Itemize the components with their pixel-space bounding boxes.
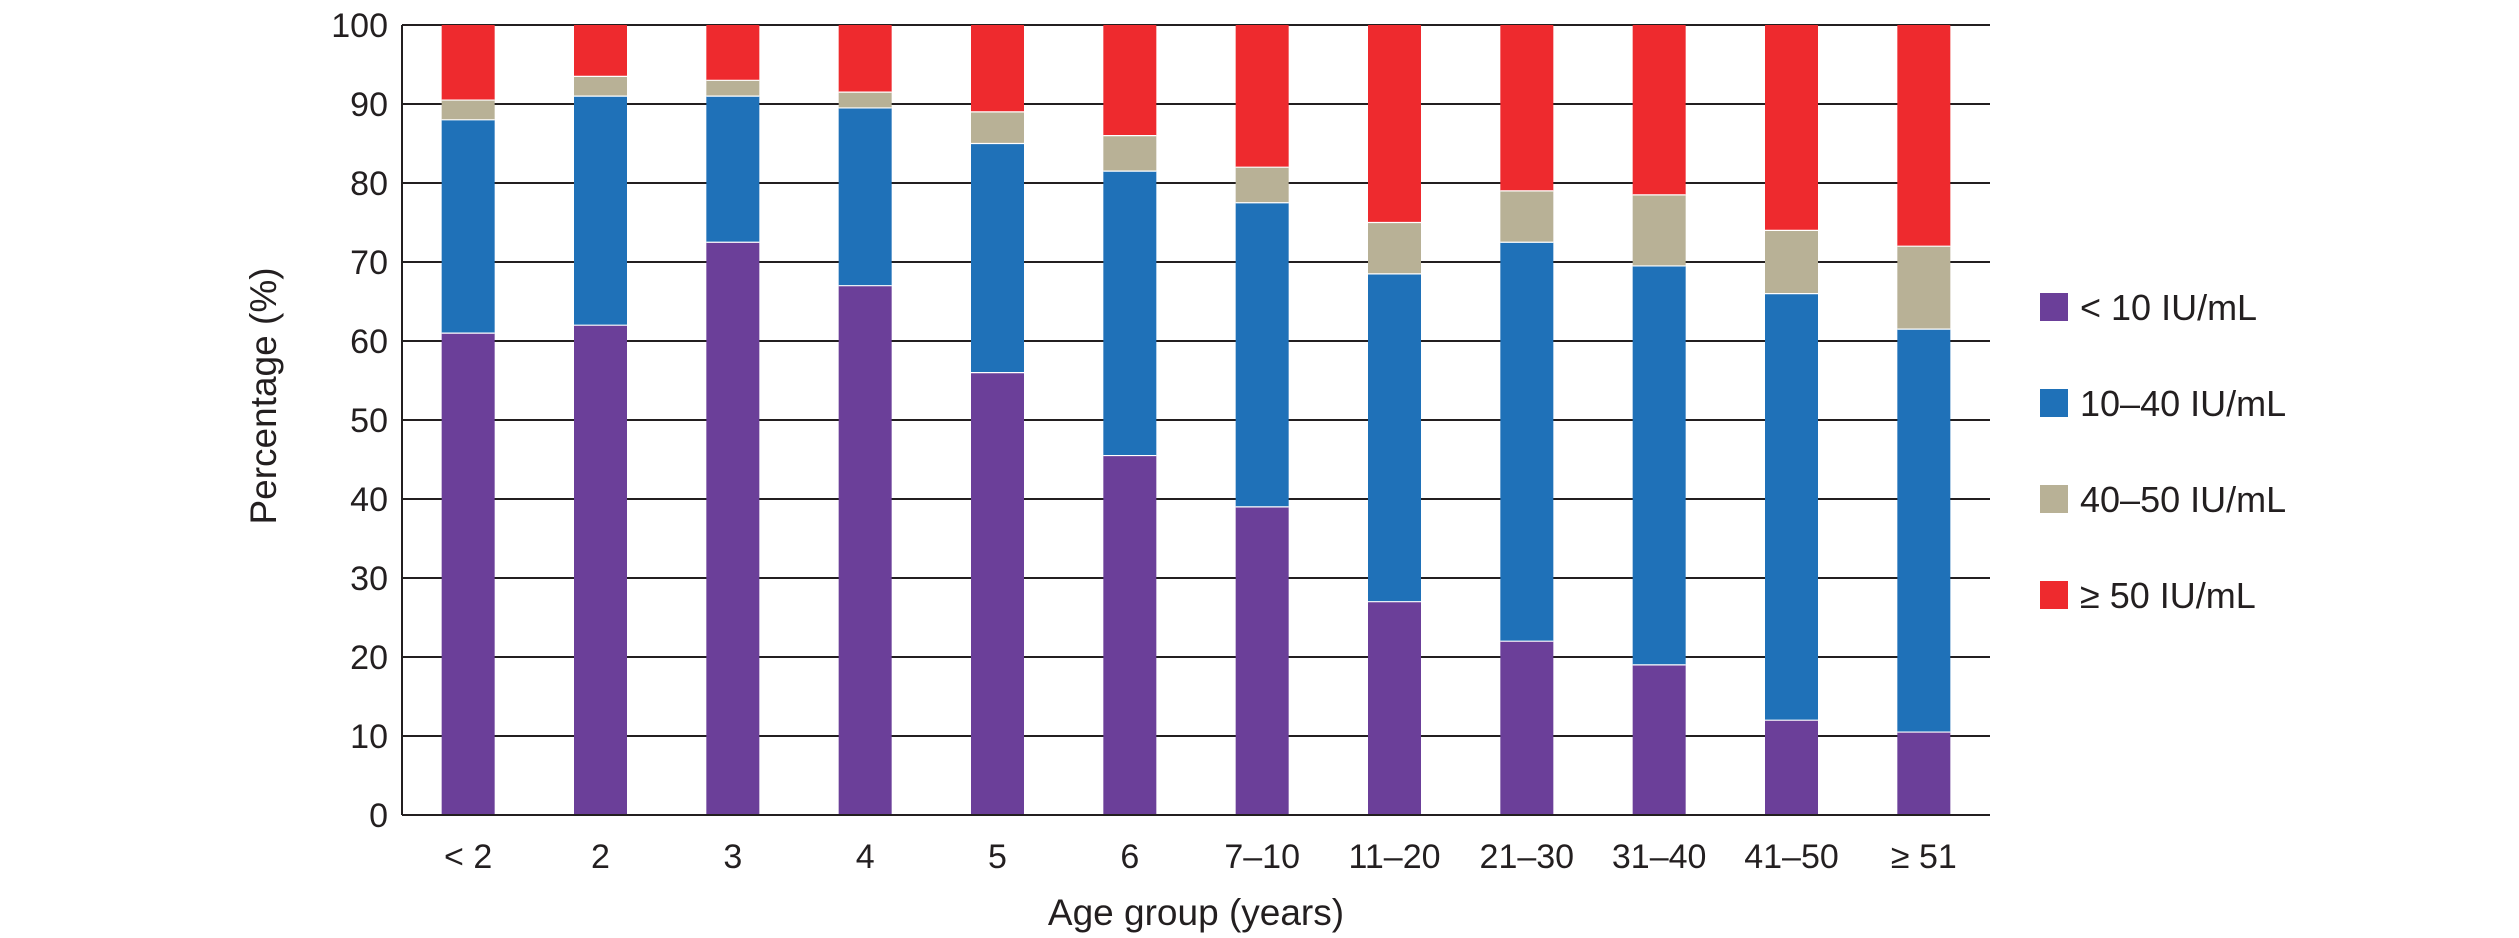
bar-segment <box>1235 167 1289 203</box>
x-tick-label: 2 <box>591 838 610 876</box>
y-tick-label: 50 <box>350 402 388 440</box>
bar-segment <box>971 372 1024 815</box>
bar-segment <box>1500 641 1554 815</box>
bars <box>402 25 1990 816</box>
y-tick-label: 100 <box>331 7 388 45</box>
bar-segment <box>1368 222 1421 274</box>
bar-segment <box>1765 230 1818 294</box>
x-tick-label: 21–30 <box>1480 838 1575 876</box>
bar-segment <box>441 119 495 334</box>
y-tick-label: 30 <box>350 560 388 598</box>
y-tick-label: 80 <box>350 165 388 203</box>
bar-segment <box>706 25 760 81</box>
bar-segment <box>1500 242 1554 642</box>
x-tick-label: ≥ 51 <box>1891 838 1957 876</box>
bar-segment <box>1765 25 1818 231</box>
y-tick-label: 70 <box>350 244 388 282</box>
bar-segment <box>1632 265 1686 665</box>
bar-segment <box>838 92 892 108</box>
legend-swatch <box>2040 485 2068 513</box>
bar-segment <box>1235 25 1289 168</box>
bar-segment <box>1103 455 1157 815</box>
bar-segment <box>574 325 627 815</box>
bar-segment <box>441 333 495 815</box>
x-tick-label: < 2 <box>444 838 492 876</box>
bar-segment <box>1897 25 1951 247</box>
x-axis-title: Age group (years) <box>1048 892 1344 933</box>
y-tick-label: 10 <box>350 718 388 756</box>
bar-segment <box>1500 25 1554 191</box>
y-tick-label: 90 <box>350 86 388 124</box>
bar-segment <box>1368 273 1421 602</box>
bar-segment <box>706 242 760 815</box>
bar-segment <box>706 96 760 243</box>
x-axis-tick-labels: < 2 2 3 4 5 6 7–10 11–20 21–30 31–40 41–50 ≥ 51 <box>444 838 1957 876</box>
y-axis-tick-labels: 0 10 20 30 40 50 60 70 80 90 100 <box>331 7 388 835</box>
bar-segment <box>1897 732 1951 815</box>
bar-segment <box>838 107 892 286</box>
bar-segment <box>1103 25 1157 136</box>
bar-segment <box>1235 202 1289 507</box>
legend-label: ≥ 50 IU/mL <box>2080 575 2256 616</box>
bar-segment <box>971 25 1024 112</box>
x-tick-label: 4 <box>856 838 875 876</box>
bar-segment <box>441 100 495 120</box>
bar-segment <box>1103 135 1157 172</box>
x-tick-label: 31–40 <box>1612 838 1707 876</box>
bar-segment <box>1765 293 1818 721</box>
legend: < 10 IU/mL 10–40 IU/mL 40–50 IU/mL ≥ 50 IU/… <box>2040 287 2286 616</box>
bar-segment <box>1765 720 1818 815</box>
bar-segment <box>574 96 627 326</box>
y-tick-label: 60 <box>350 323 388 361</box>
x-tick-label: 7–10 <box>1224 838 1300 876</box>
legend-label: 10–40 IU/mL <box>2080 383 2286 424</box>
bar-segment <box>1632 25 1686 195</box>
bar-segment <box>1632 194 1686 266</box>
bar-segment <box>1500 190 1554 243</box>
gridlines <box>401 24 1990 816</box>
bar-segment <box>1103 171 1157 456</box>
bar-segment <box>1368 25 1421 223</box>
bar-segment <box>1235 506 1289 815</box>
bar-segment <box>1632 664 1686 815</box>
y-tick-label: 40 <box>350 481 388 519</box>
bar-segment <box>574 25 627 77</box>
x-tick-label: 6 <box>1120 838 1139 876</box>
legend-label: 40–50 IU/mL <box>2080 479 2286 520</box>
bar-segment <box>1368 601 1421 815</box>
x-tick-label: 5 <box>988 838 1007 876</box>
legend-swatch <box>2040 581 2068 609</box>
bar-segment <box>838 285 892 815</box>
bar-segment <box>1897 329 1951 733</box>
x-tick-label: 41–50 <box>1744 838 1839 876</box>
legend-swatch <box>2040 293 2068 321</box>
bar-segment <box>1897 246 1951 330</box>
x-tick-label: 11–20 <box>1348 838 1440 876</box>
legend-label: < 10 IU/mL <box>2080 287 2257 328</box>
bar-segment <box>838 25 892 93</box>
bar-segment <box>574 76 627 97</box>
y-tick-label: 20 <box>350 639 388 677</box>
legend-swatch <box>2040 389 2068 417</box>
y-tick-label: 0 <box>369 797 388 835</box>
bar-segment <box>706 80 760 97</box>
bar-segment <box>441 25 495 101</box>
y-axis-title: Percentage (%) <box>243 267 284 524</box>
bar-segment <box>971 111 1024 144</box>
bar-segment <box>971 143 1024 373</box>
x-tick-label: 3 <box>723 838 742 876</box>
